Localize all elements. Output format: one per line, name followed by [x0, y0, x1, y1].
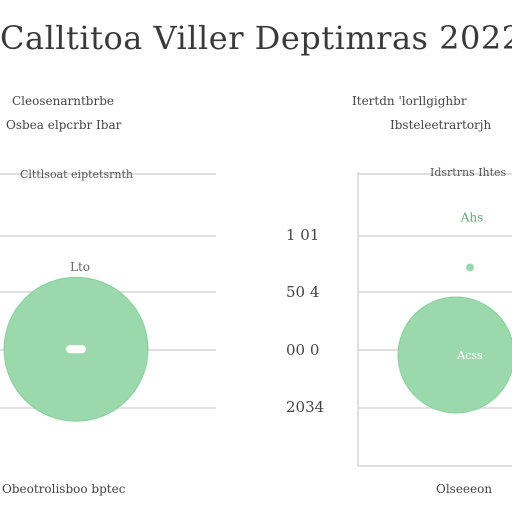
right-bubble-inner-label: Acss: [456, 349, 483, 362]
left-bubble-center-marker: [66, 345, 86, 354]
y-tick-label: 2034: [286, 398, 325, 416]
left-subtitle-line2: Osbea elpcrbr Ibar: [6, 118, 122, 132]
right-small-marker: [466, 263, 474, 272]
right-bubble-label: Ahs: [460, 210, 484, 224]
left-bubble-label: Lto: [70, 260, 90, 274]
left-subtitle-line1: Cleosenarntbrbe: [12, 94, 114, 108]
y-tick-label: 00 0: [286, 341, 320, 359]
y-tick-label: 50 4: [286, 283, 320, 301]
left-footer-label: Obeotrolisboo bptec: [2, 482, 126, 496]
right-subtitle-line1: Itertdn 'lorllgighbr: [352, 94, 467, 108]
right-axis-caption: Idsrtrns Ihtes: [430, 166, 507, 179]
right-bubble: [397, 296, 512, 414]
left-axis-caption: Clttlsoat eiptetsrnth: [20, 168, 133, 181]
page-title: Calltitoa Viller Deptimras 2022: [0, 19, 512, 57]
right-subtitle-line2: Ibsteleetrartorjh: [390, 118, 492, 132]
right-footer-label: Olseeeon: [436, 482, 493, 496]
y-tick-label: 1 01: [286, 226, 320, 244]
